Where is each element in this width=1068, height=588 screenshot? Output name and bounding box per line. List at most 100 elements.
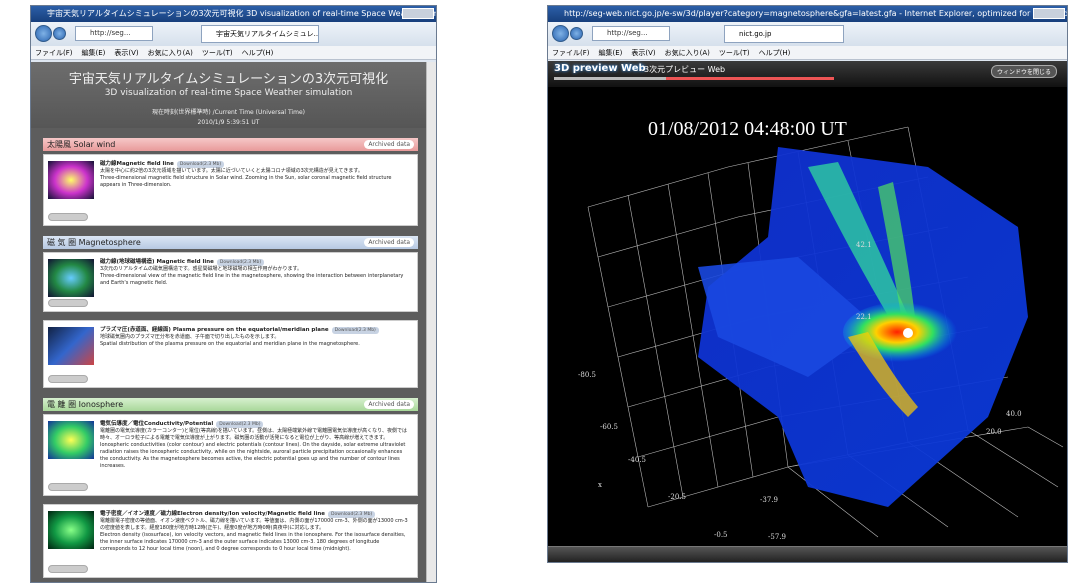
item-card: 電子密度／イオン速度／磁力線Electron density/Ion veloc… [43, 504, 418, 578]
menu-item[interactable]: ヘルプ(H) [758, 49, 791, 57]
thumbnail [48, 511, 94, 549]
app-title: 3D preview Web [554, 63, 646, 74]
browser-window: 宇宙天気リアルタイムシミュレーションの3次元可視化 3D visualizati… [30, 5, 437, 583]
download-button[interactable]: Download(2.3 Mb) [216, 259, 265, 266]
play-button[interactable] [48, 213, 88, 221]
plasma-streak [848, 332, 918, 417]
item-text-ja: 3次元のリアルタイムの磁気圏構造です。惑星間磁場と地球磁場の相互作用がわかります… [100, 266, 303, 272]
back-button[interactable] [552, 25, 569, 42]
download-button[interactable]: Download(2.3 Mb) [176, 161, 225, 168]
section-title: 電 離 圏 Ionosphere [47, 400, 124, 409]
play-button[interactable] [48, 483, 88, 491]
close-button[interactable]: ウィンドウを閉じる [990, 65, 1057, 78]
address-bar[interactable]: http://seg... [592, 26, 670, 41]
axis-label: -20.5 [668, 493, 686, 501]
menu-item[interactable]: ファイル(F) [552, 49, 590, 57]
menu-item[interactable]: 編集(E) [598, 49, 623, 57]
axis-label: -60.5 [600, 423, 618, 431]
page-header: 宇宙天気リアルタイムシミュレーションの3次元可視化 3D visualizati… [31, 62, 426, 128]
menu-item[interactable]: お気に入り(A) [147, 49, 193, 57]
menu-item[interactable]: 表示(V) [114, 49, 139, 57]
menu-item[interactable]: ツール(T) [718, 49, 750, 57]
item-text: 電気伝導度／電位Conductivity/Potential Download(2… [100, 415, 417, 470]
address-bar[interactable]: http://seg... [75, 26, 153, 41]
item-text-ja: 電離圏の電気伝導度(カラーコンター)と電位(等高線)を描いています。昼側は、太陽… [100, 428, 407, 441]
item-title: 磁力線(地球磁場構造) Magnetic field line [100, 259, 214, 265]
item-text-ja: 太陽を中心に約2倍の3次元領域を描いています。太陽に近づいていくと太陽コロナ領域… [100, 168, 363, 174]
time-label: 現在時刻(世界標準時) /Current Time (Universal Tim… [152, 109, 305, 116]
menu-item[interactable]: ヘルプ(H) [241, 49, 274, 57]
viewer: 3D preview Web 3次元プレビュー Web ウィンドウを閉じる 01… [548, 61, 1067, 562]
archived-button[interactable]: Archived data [364, 400, 414, 409]
forward-button[interactable] [53, 27, 66, 40]
item-text-en: Spatial distribution of the plasma press… [100, 341, 360, 347]
thumbnail [48, 421, 94, 459]
window-controls[interactable] [1033, 8, 1065, 19]
menu-item[interactable]: 編集(E) [81, 49, 106, 57]
axis-label: 42.1 [856, 241, 872, 249]
title-bar: http://seg-web.nict.go.jp/e-sw/3d/player… [548, 6, 1067, 22]
menu-item[interactable]: 表示(V) [631, 49, 656, 57]
time-value: 2010/1/9 5:39:51 UT [197, 119, 260, 126]
app-subtitle: 3次元プレビュー Web [644, 65, 726, 74]
plasma-streak [878, 182, 916, 327]
item-title: 電気伝導度／電位Conductivity/Potential [100, 421, 214, 427]
item-card: 磁力線(地球磁場構造) Magnetic field line Download(… [43, 252, 418, 312]
item-text: 磁力線Magnetic field line Download(2.3 Mb) 太陽… [100, 155, 417, 189]
menu-bar: ファイル(F) 編集(E) 表示(V) お気に入り(A) ツール(T) ヘルプ(H) [31, 46, 436, 60]
section-title: 太陽風 Solar wind [47, 140, 116, 149]
item-card: 電気伝導度／電位Conductivity/Potential Download(2… [43, 414, 418, 496]
item-text-ja: 地球磁気圏内のプラズマ圧分布を赤道面、子午面で切り出したものを示します。 [100, 334, 280, 340]
visualization: 01/08/2012 04:48:00 UT 42.1 22.1 -80.5 -… [578, 118, 1064, 541]
tab[interactable]: nict.go.jp [724, 25, 844, 43]
item-text-en: Electron density (isosurface), ion veloc… [100, 532, 406, 552]
axis-label: 20.0 [986, 428, 1002, 436]
plasma-streak [808, 162, 913, 332]
page-subtitle: 3D visualization of real-time Space Weat… [104, 88, 353, 98]
play-button[interactable] [48, 299, 88, 307]
tab[interactable]: 宇宙天気リアルタイムシミュレ... [201, 25, 319, 43]
item-header: 電気伝導度／電位Conductivity/Potential Download(2… [100, 421, 411, 428]
item-header: 磁力線Magnetic field line Download(2.3 Mb) [100, 161, 411, 168]
back-button[interactable] [35, 25, 52, 42]
earth [903, 328, 913, 338]
browser-window: http://seg-web.nict.go.jp/e-sw/3d/player… [547, 5, 1068, 563]
axis-label: 22.1 [856, 313, 872, 321]
menu-item[interactable]: ファイル(F) [35, 49, 73, 57]
axis-label: -0.5 [714, 531, 728, 539]
archived-button[interactable]: Archived data [364, 140, 414, 149]
item-text-en: Ionospheric conductivities (color contou… [100, 442, 406, 469]
section-heading: 太陽風 Solar wind Archived data [43, 138, 418, 151]
plasma-plane [698, 257, 878, 377]
section-heading: 磁 気 圏 Magnetosphere Archived data [43, 236, 418, 249]
archived-button[interactable]: Archived data [364, 238, 414, 247]
play-button[interactable] [48, 565, 88, 573]
window-controls[interactable] [402, 8, 434, 19]
scrollbar[interactable] [426, 62, 436, 582]
section-title: 磁 気 圏 Magnetosphere [47, 238, 141, 247]
axis-label: -57.9 [768, 533, 786, 541]
menu-item[interactable]: ツール(T) [201, 49, 233, 57]
download-button[interactable]: Download(2.3 Mb) [327, 511, 376, 518]
player-controls[interactable] [548, 546, 1067, 562]
thumbnail [48, 259, 94, 297]
page-title: 宇宙天気リアルタイムシミュレーションの3次元可視化 [68, 72, 389, 87]
axis-label: -37.9 [760, 496, 778, 504]
axis-label: 40.0 [1006, 410, 1022, 418]
download-button[interactable]: Download(2.3 Mb) [216, 421, 264, 428]
menu-bar: ファイル(F) 編集(E) 表示(V) お気に入り(A) ツール(T) ヘルプ(H) [548, 46, 1067, 60]
page-content: 宇宙天気リアルタイムシミュレーションの3次元可視化 3D visualizati… [31, 62, 426, 582]
sections: 太陽風 Solar wind Archived data 磁力線Magnetic f… [31, 138, 426, 578]
toolbar: http://seg... nict.go.jp [548, 22, 1067, 46]
item-title: 磁力線Magnetic field line [100, 161, 174, 167]
item-card: 磁力線Magnetic field line Download(2.3 Mb) 太陽… [43, 154, 418, 226]
download-button[interactable]: Download(2.3 Mb) [331, 327, 379, 334]
menu-item[interactable]: お気に入り(A) [664, 49, 710, 57]
play-button[interactable] [48, 375, 88, 383]
item-header: 電子密度／イオン速度／磁力線Electron density/Ion veloc… [100, 511, 411, 518]
axis-label: -80.5 [578, 371, 596, 379]
thumbnail [48, 161, 94, 199]
item-text: 電子密度／イオン速度／磁力線Electron density/Ion veloc… [100, 505, 417, 553]
forward-button[interactable] [570, 27, 583, 40]
